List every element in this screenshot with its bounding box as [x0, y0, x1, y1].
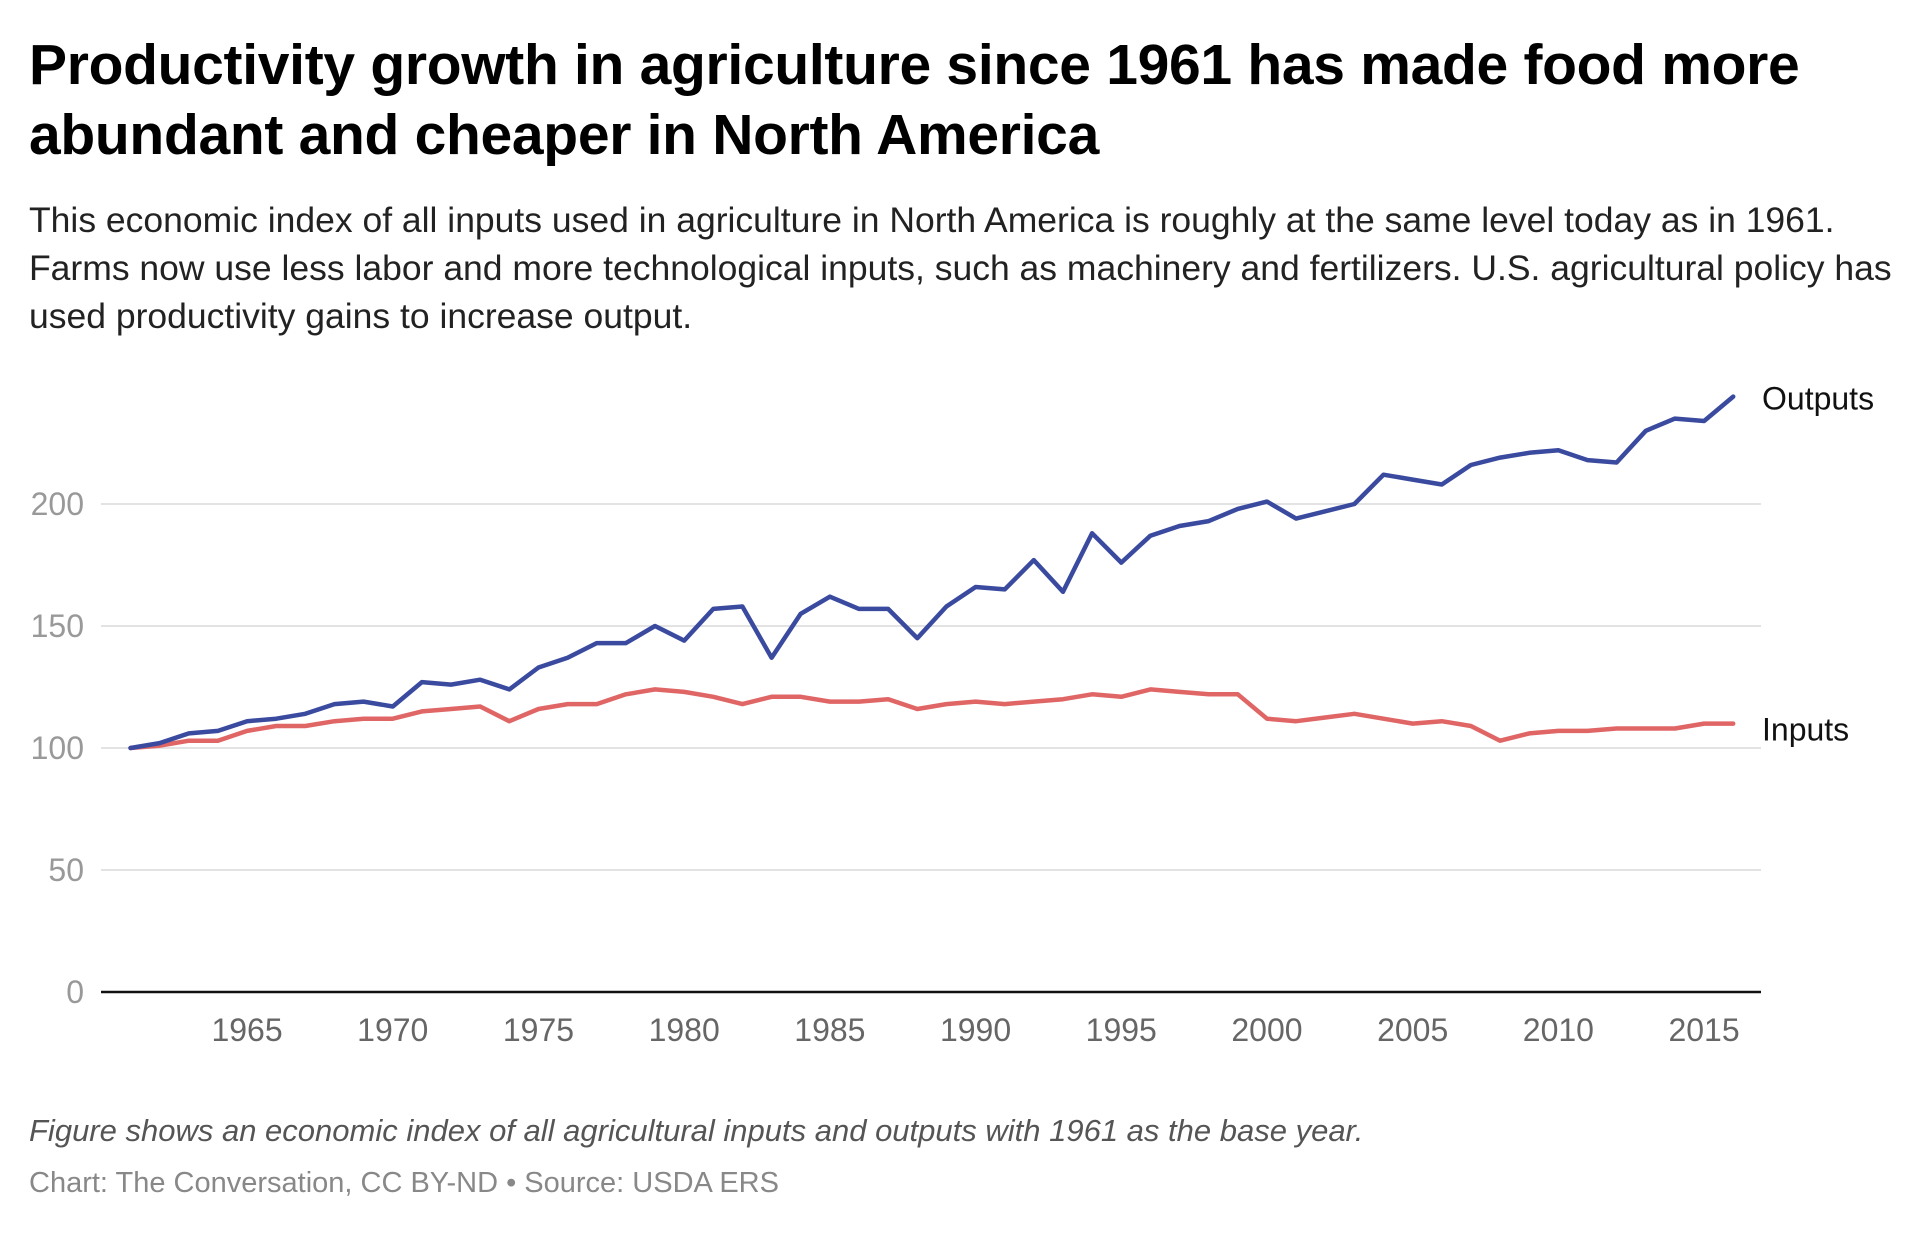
series-line-inputs [128, 687, 1736, 751]
x-tick-label: 1970 [357, 1012, 428, 1048]
chart-note: Figure shows an economic index of all ag… [29, 1113, 1364, 1148]
x-tick-label: 2005 [1377, 1012, 1448, 1048]
chart-title: Productivity growth in agriculture since… [29, 33, 1800, 167]
x-tick-label: 1995 [1086, 1012, 1157, 1048]
y-tick-label: 0 [66, 974, 84, 1010]
x-tick-label: 2000 [1231, 1012, 1302, 1048]
chart-subtitle: This economic index of all inputs used i… [29, 200, 1892, 336]
y-tick-label: 200 [31, 486, 84, 522]
series-label-inputs: Inputs [1762, 712, 1849, 748]
x-tick-label: 2015 [1668, 1012, 1739, 1048]
y-tick-label: 100 [31, 730, 84, 766]
y-tick-label: 150 [31, 608, 84, 644]
series-label-outputs: Outputs [1762, 381, 1874, 417]
y-tick-label: 50 [48, 852, 84, 888]
x-tick-label: 2010 [1523, 1012, 1594, 1048]
x-tick-label: 1985 [794, 1012, 865, 1048]
x-tick-label: 1980 [649, 1012, 720, 1048]
x-tick-label: 1975 [503, 1012, 574, 1048]
series-line-outputs [128, 394, 1736, 751]
chart-source: Chart: The Conversation, CC BY-ND • Sour… [29, 1167, 779, 1199]
x-tick-label: 1990 [940, 1012, 1011, 1048]
x-tick-label: 1965 [211, 1012, 282, 1048]
